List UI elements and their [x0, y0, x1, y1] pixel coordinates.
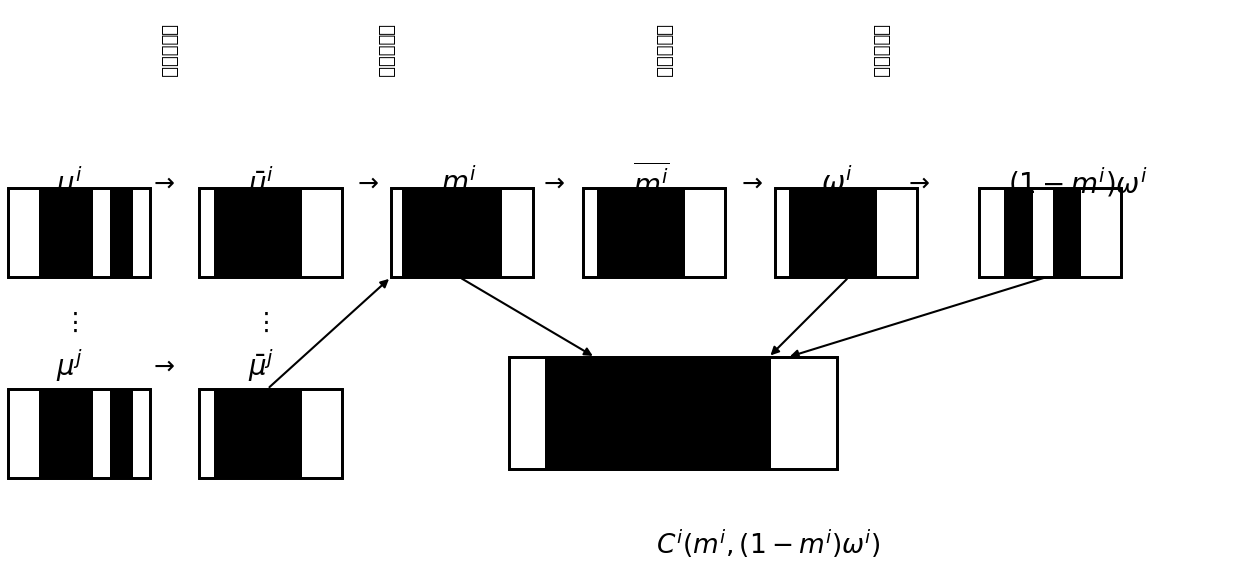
Bar — [38, 188, 93, 277]
Text: $C^i(m^i,(1-m^i)\omega^i)$: $C^i(m^i,(1-m^i)\omega^i)$ — [656, 528, 880, 560]
Bar — [7, 188, 150, 277]
Text: $\rightarrow$: $\rightarrow$ — [904, 170, 930, 194]
Bar — [508, 357, 837, 469]
Bar — [7, 389, 150, 478]
Bar — [110, 389, 133, 478]
Bar — [110, 188, 133, 277]
Text: $\bar{\mu}^j$: $\bar{\mu}^j$ — [248, 348, 274, 384]
Bar — [544, 357, 771, 469]
Bar — [391, 188, 533, 277]
Text: $(1-m^i)\omega^i$: $(1-m^i)\omega^i$ — [1008, 166, 1148, 199]
Text: $\rightarrow$: $\rightarrow$ — [149, 170, 176, 194]
Bar — [213, 188, 301, 277]
Text: $\omega^i$: $\omega^i$ — [821, 167, 852, 197]
Bar — [38, 389, 93, 478]
Bar — [7, 188, 150, 277]
Bar — [978, 188, 1121, 277]
Text: $\rightarrow$: $\rightarrow$ — [149, 354, 176, 378]
Text: 第一步光顺: 第一步光顺 — [160, 24, 177, 78]
Bar — [1053, 188, 1081, 277]
Bar — [200, 389, 342, 478]
Bar — [583, 188, 725, 277]
Bar — [200, 188, 342, 277]
Text: $\mu^j$: $\mu^j$ — [56, 348, 83, 384]
Bar — [978, 188, 1121, 277]
Text: $\rightarrow$: $\rightarrow$ — [538, 170, 565, 194]
Text: $\overline{m^i}$: $\overline{m^i}$ — [632, 164, 670, 201]
Bar — [200, 389, 342, 478]
Text: $\rightarrow$: $\rightarrow$ — [737, 170, 763, 194]
Bar — [789, 188, 877, 277]
Text: $m^i$: $m^i$ — [441, 167, 477, 197]
Bar — [775, 188, 916, 277]
Text: 第二步光顺: 第二步光顺 — [655, 24, 672, 78]
Text: $\vdots$: $\vdots$ — [62, 311, 77, 335]
Bar — [213, 389, 301, 478]
Text: 第二步投影: 第二步投影 — [870, 24, 889, 78]
Bar — [508, 357, 837, 469]
Bar — [598, 188, 686, 277]
Bar — [403, 188, 502, 277]
Text: $\rightarrow$: $\rightarrow$ — [353, 170, 379, 194]
Text: 第一步投影: 第一步投影 — [376, 24, 394, 78]
Bar — [200, 188, 342, 277]
Text: $\vdots$: $\vdots$ — [253, 311, 269, 335]
Text: $\mu^i$: $\mu^i$ — [56, 164, 83, 201]
Bar — [1004, 188, 1033, 277]
Text: $\bar{\mu}^i$: $\bar{\mu}^i$ — [248, 164, 274, 201]
Bar — [583, 188, 725, 277]
Bar — [391, 188, 533, 277]
Bar — [7, 389, 150, 478]
Bar — [775, 188, 916, 277]
